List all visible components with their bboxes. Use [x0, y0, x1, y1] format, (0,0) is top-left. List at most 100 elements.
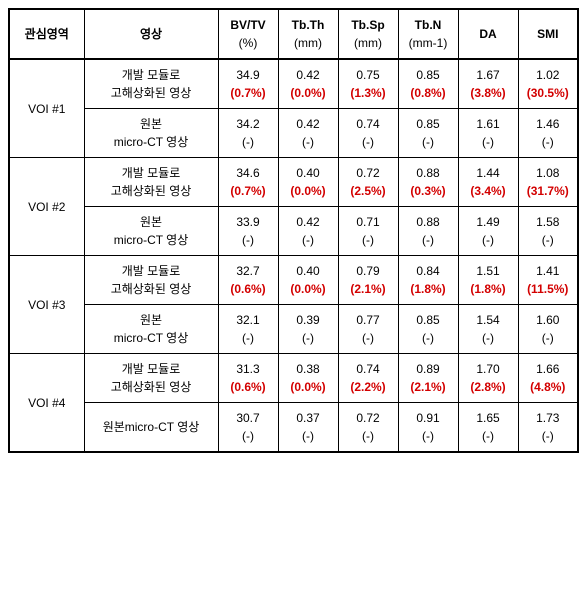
metric-cell: 0.72(2.5%)	[338, 158, 398, 207]
table-row: VOI #2개발 모듈로고해상화된 영상34.6(0.7%)0.40(0.0%)…	[9, 158, 578, 207]
image-type-enhanced: 개발 모듈로고해상화된 영상	[84, 256, 218, 305]
metric-dash: (-)	[302, 429, 314, 443]
metric-dash: (-)	[242, 233, 254, 247]
metric-cell: 1.08(31.7%)	[518, 158, 578, 207]
hdr-bvtv: BV/TV (%)	[218, 9, 278, 59]
hdr-tbth-sub: (mm)	[294, 36, 322, 50]
metric-value: 34.6	[236, 166, 259, 180]
metric-cell: 34.2(-)	[218, 109, 278, 158]
metric-value: 34.9	[236, 68, 259, 82]
metric-dash: (-)	[422, 331, 434, 345]
metric-cell: 0.40(0.0%)	[278, 158, 338, 207]
metric-cell: 1.65(-)	[458, 403, 518, 453]
metric-cell: 1.51(1.8%)	[458, 256, 518, 305]
metric-value: 0.88	[416, 166, 439, 180]
metric-cell: 0.37(-)	[278, 403, 338, 453]
metric-percent: (3.8%)	[470, 86, 505, 100]
metric-dash: (-)	[422, 429, 434, 443]
metric-value: 0.79	[356, 264, 379, 278]
hdr-da-main: DA	[479, 27, 496, 41]
metric-cell: 33.9(-)	[218, 207, 278, 256]
metric-value: 34.2	[236, 117, 259, 131]
hdr-region: 관심영역	[9, 9, 84, 59]
metric-dash: (-)	[542, 233, 554, 247]
metric-cell: 1.54 (-)	[458, 305, 518, 354]
metric-value: 1.73	[536, 411, 559, 425]
metric-value: 1.46	[536, 117, 559, 131]
enhanced-label-l2: 고해상화된 영상	[111, 380, 192, 394]
hdr-bvtv-sub: (%)	[239, 36, 258, 50]
metric-cell: 0.79 (2.1%)	[338, 256, 398, 305]
image-type-original: 원본micro-CT 영상	[84, 403, 218, 453]
metric-cell: 1.44(3.4%)	[458, 158, 518, 207]
metric-percent: (0.0%)	[290, 380, 325, 394]
enhanced-label-l1: 개발 모듈로	[122, 362, 181, 376]
hdr-tbn-sub: (mm-1)	[409, 36, 448, 50]
metric-cell: 1.60(-)	[518, 305, 578, 354]
hdr-image: 영상	[84, 9, 218, 59]
metric-value: 1.58	[536, 215, 559, 229]
metric-dash: (-)	[422, 135, 434, 149]
metric-cell: 0.89(2.1%)	[398, 354, 458, 403]
metric-value: 1.61	[476, 117, 499, 131]
metric-value: 0.85	[416, 117, 439, 131]
metric-value: 0.89	[416, 362, 439, 376]
metric-dash: (-)	[482, 331, 494, 345]
enhanced-label-l2: 고해상화된 영상	[111, 86, 192, 100]
metric-dash: (-)	[242, 331, 254, 345]
metric-value: 0.88	[416, 215, 439, 229]
metric-dash: (-)	[362, 233, 374, 247]
metric-cell: 0.39(-)	[278, 305, 338, 354]
metric-cell: 1.58 (-)	[518, 207, 578, 256]
hdr-bvtv-main: BV/TV	[230, 18, 265, 32]
metric-percent: (2.1%)	[350, 282, 385, 296]
metric-percent: (0.0%)	[290, 184, 325, 198]
metric-value: 1.65	[476, 411, 499, 425]
metric-cell: 0.74(2.2%)	[338, 354, 398, 403]
image-type-original: 원본micro-CT 영상	[84, 305, 218, 354]
metric-dash: (-)	[302, 233, 314, 247]
metric-value: 0.72	[356, 411, 379, 425]
hdr-tbn-main: Tb.N	[415, 18, 442, 32]
hdr-smi-main: SMI	[537, 27, 558, 41]
metric-dash: (-)	[422, 233, 434, 247]
metric-value: 1.70	[476, 362, 499, 376]
metric-value: 1.67	[476, 68, 499, 82]
hdr-smi: SMI	[518, 9, 578, 59]
metric-dash: (-)	[302, 135, 314, 149]
metric-percent: (0.8%)	[410, 86, 445, 100]
metric-percent: (31.7%)	[527, 184, 569, 198]
image-type-enhanced: 개발 모듈로고해상화된 영상	[84, 354, 218, 403]
metric-value: 30.7	[236, 411, 259, 425]
metric-cell: 34.9(0.7%)	[218, 59, 278, 109]
metric-cell: 1.41(11.5%)	[518, 256, 578, 305]
metric-value: 0.84	[416, 264, 439, 278]
metric-percent: (1.3%)	[350, 86, 385, 100]
metric-dash: (-)	[362, 135, 374, 149]
metric-value: 32.7	[236, 264, 259, 278]
metric-cell: 0.74(-)	[338, 109, 398, 158]
region-cell: VOI #1	[9, 59, 84, 158]
metric-value: 1.54	[476, 313, 499, 327]
metric-value: 31.3	[236, 362, 259, 376]
hdr-tbsp: Tb.Sp (mm)	[338, 9, 398, 59]
original-label: 원본micro-CT 영상	[103, 420, 200, 434]
image-type-enhanced: 개발 모듈로고해상화된 영상	[84, 158, 218, 207]
metric-value: 1.51	[476, 264, 499, 278]
table-row: VOI #4개발 모듈로고해상화된 영상31.3(0.6%)0.38(0.0%)…	[9, 354, 578, 403]
metric-dash: (-)	[362, 429, 374, 443]
table-row: 원본micro-CT 영상34.2(-)0.42(-)0.74(-)0.85(-…	[9, 109, 578, 158]
hdr-tbsp-sub: (mm)	[354, 36, 382, 50]
table-row: VOI #1개발 모듈로고해상화된 영상34.9(0.7%)0.42(0.0%)…	[9, 59, 578, 109]
metric-percent: (30.5%)	[527, 86, 569, 100]
original-label-l1: 원본	[140, 117, 162, 131]
metric-value: 0.38	[296, 362, 319, 376]
metric-cell: 0.72 (-)	[338, 403, 398, 453]
metric-cell: 1.67 (3.8%)	[458, 59, 518, 109]
metric-value: 0.42	[296, 215, 319, 229]
metric-cell: 0.91(-)	[398, 403, 458, 453]
metric-value: 0.42	[296, 68, 319, 82]
image-type-enhanced: 개발 모듈로고해상화된 영상	[84, 59, 218, 109]
enhanced-label-l2: 고해상화된 영상	[111, 282, 192, 296]
metric-value: 1.60	[536, 313, 559, 327]
